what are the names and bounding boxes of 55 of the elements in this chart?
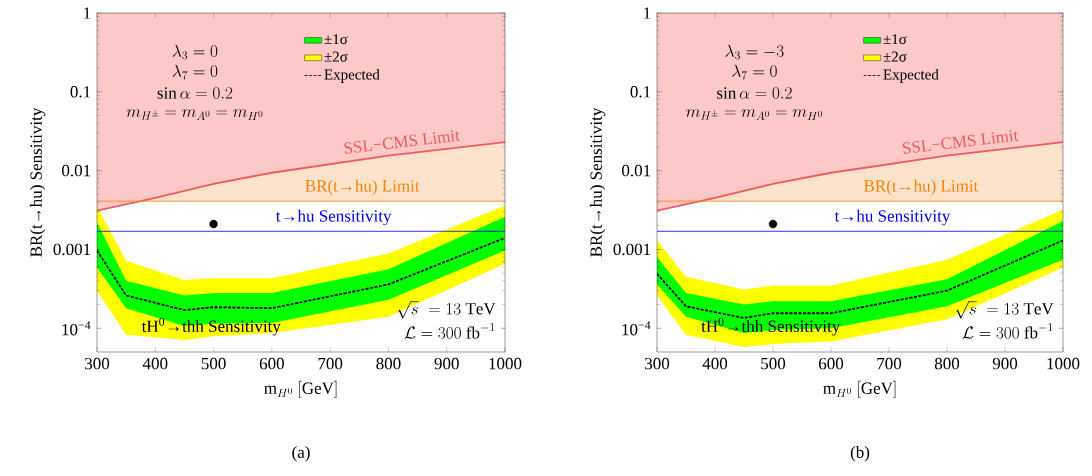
x-tick-label: 700 [318, 357, 343, 370]
legend-label: Expected [324, 69, 380, 83]
x-tick-label: 300 [85, 357, 110, 370]
text: (b) [850, 445, 870, 462]
y-tick-label: 10$^{−4}$ [622, 321, 651, 336]
ref-line-label: BR(t→hu) Limit [305, 179, 420, 196]
x-tick-label: 600 [818, 357, 844, 370]
annotation: $m_{H^{\pm}}=m_{A^0}=m_{H^0}$ [126, 109, 263, 121]
annotation: $\lambda_7=0$ [172, 64, 218, 80]
legend-label: Expected [883, 69, 939, 83]
y-axis-title: BR(t→hu) Sensitivity [29, 107, 46, 257]
ref-line-label: BR(t→hu) Limit [864, 179, 979, 196]
text: SSL−CMS Limit [902, 130, 1019, 154]
annotation: $\sin\alpha=0.2$ [157, 87, 233, 99]
x-tick-label: 900 [992, 357, 1018, 370]
x-tick-label: 1000 [489, 357, 522, 370]
annotation: $\lambda_3=0$ [172, 44, 218, 60]
x-tick-label: 500 [761, 357, 786, 370]
x-axis-title: $\mathrm{m}_{H^0}\ [\mathrm{GeV}]$ [264, 380, 337, 399]
annotation: $\lambda_7=0$ [732, 64, 777, 80]
x-axis-title: $\mathrm{m}_{H^0}\ [\mathrm{GeV}]$ [823, 380, 896, 399]
x-tick-label: 600 [259, 357, 284, 370]
y-tick-label: 0.001 [53, 243, 91, 256]
x-tick-label: 900 [434, 357, 459, 370]
y-tick-label: 10$^{−4}$ [62, 321, 91, 336]
legend-label: ±2σ [324, 51, 348, 62]
x-tick-label: 800 [934, 357, 960, 370]
annotation: $\lambda_3=-3$ [725, 44, 784, 60]
x-tick-label: 300 [645, 357, 670, 370]
x-tick-label: 400 [142, 357, 168, 370]
legend-label: ±2σ [883, 51, 907, 62]
ref-line-label: t→hu Sensitivity [834, 209, 951, 226]
y-tick-label: 0.01 [622, 164, 651, 177]
ref-line-label: t→hu Sensitivity [275, 209, 392, 226]
text: SSL−CMS Limit [344, 130, 461, 154]
annotation: $\mathcal{L}=300\ \mathrm{fb}^{-1}$ [404, 323, 495, 339]
x-tick-label: 500 [201, 357, 226, 370]
y-tick-label: 0.1 [630, 86, 651, 98]
legend-label: ±1σ [324, 34, 348, 45]
annotation: $\sqrt{s}\;=13\ \mathrm{TeV}$ [397, 301, 496, 319]
x-tick-label: 800 [376, 357, 401, 370]
y-tick-label: 0.001 [613, 243, 651, 256]
y-axis-title: BR(t→hu) Sensitivity [589, 107, 606, 257]
y-tick-label: 0.1 [70, 86, 91, 98]
text: (a) [292, 445, 310, 462]
x-tick-label: 1000 [1047, 357, 1080, 370]
annotation: $\sin\alpha=0.2$ [717, 87, 792, 99]
legend-label: ±1σ [883, 34, 907, 45]
y-tick-label: 0.01 [62, 164, 91, 177]
y-tick-label: 1 [644, 7, 651, 19]
annotation: $m_{H^{\pm}}=m_{A^0}=m_{H^0}$ [686, 109, 822, 121]
y-tick-label: 1 [84, 7, 91, 19]
x-tick-label: 400 [702, 357, 728, 370]
annotation: $\mathcal{L}=300\ \mathrm{fb}^{-1}$ [962, 323, 1053, 339]
x-tick-label: 700 [877, 357, 902, 370]
